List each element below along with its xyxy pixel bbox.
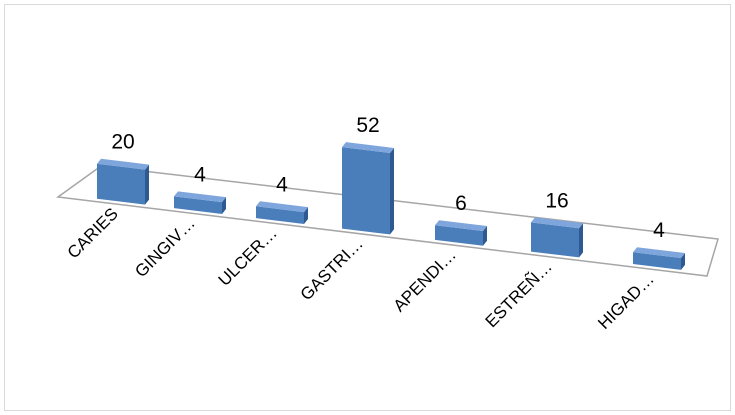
data-label: 16 [545,189,568,212]
bar-front-face [174,196,222,214]
bar-top-face [174,191,226,203]
bar-side-face [579,223,583,258]
bar-front-face [342,147,390,235]
data-label: 4 [653,219,665,242]
data-labels-group: 20 4 4 52 6 16 4 [111,114,665,242]
bar-front-face [97,163,145,205]
bar-front-face [531,222,579,258]
bar-side-face [390,148,394,235]
data-label: 4 [194,163,206,186]
bar-1 [97,158,149,205]
bar-5 [435,220,487,246]
bar-7 [633,247,685,270]
bar-top-face [342,142,394,154]
bar-side-face [145,164,149,205]
bar-2 [174,191,226,214]
bars-group [97,142,685,270]
bar-top-face [256,201,308,213]
bar-side-face [304,207,308,224]
data-label: 52 [356,114,379,137]
chart-floor [56,165,719,277]
bar-front-face [256,206,304,224]
bar-4 [342,142,394,235]
data-label: 6 [455,192,467,215]
data-label: 20 [111,131,134,154]
bar-top-face [97,158,149,170]
bar-side-face [681,253,685,270]
bar-side-face [222,197,226,214]
bar-front-face [633,252,681,270]
bar-6 [531,217,583,258]
bar-front-face [435,225,483,246]
bar-top-face [633,247,685,259]
bar-top-face [435,220,487,232]
bar-top-face [531,217,583,229]
bar-3 [256,201,308,224]
bar-side-face [483,226,487,246]
data-label: 4 [276,173,288,196]
